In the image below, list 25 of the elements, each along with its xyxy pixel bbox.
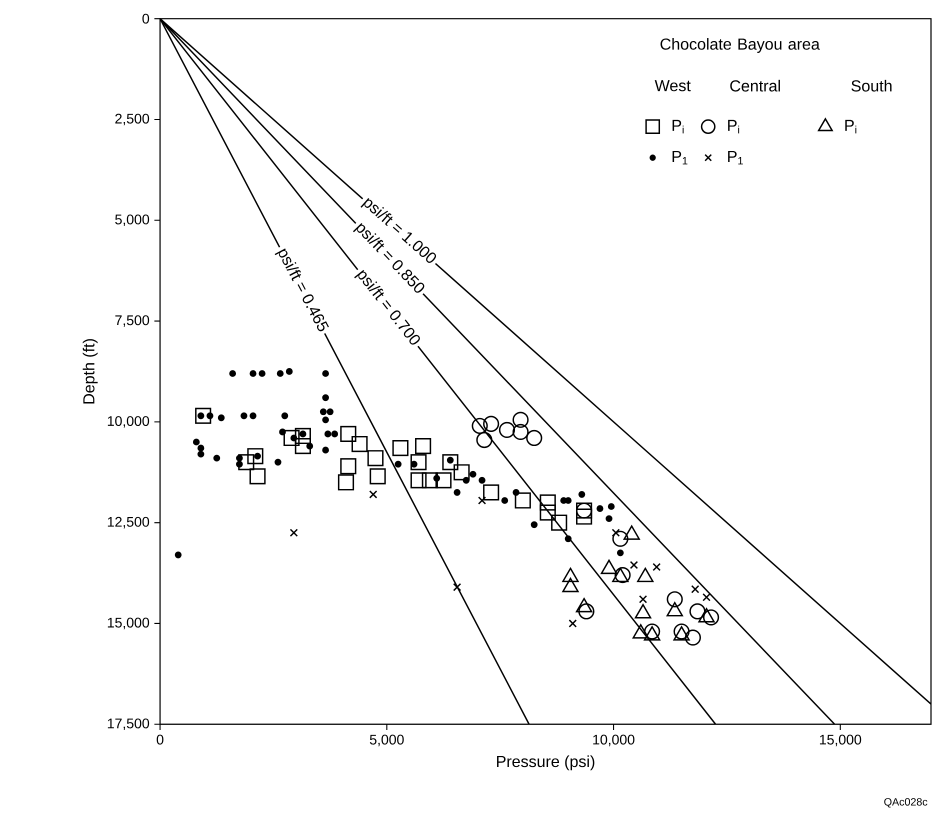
annotation: West: [654, 80, 691, 92]
x-axis-title: Pressure (psi): [497, 756, 594, 770]
y-tick-label: 10,000: [108, 416, 150, 428]
text: QAc028c: [884, 798, 928, 808]
annotation: Central: [730, 80, 780, 92]
x-tick-label: 15,000: [820, 734, 862, 746]
annotation: South: [851, 80, 892, 92]
y-tick-label: 7,500: [115, 315, 150, 328]
legend-label: P$_{1}$: [728, 151, 743, 165]
y-tick-label: 5,000: [115, 214, 150, 226]
y-tick-label: 17,500: [108, 718, 150, 730]
y-tick-label: 15,000: [108, 618, 150, 630]
legend-label: P$_{i}$: [728, 120, 740, 134]
x-tick-label: 5,000: [370, 734, 404, 746]
text: psi/ft = 0.465: [274, 248, 329, 332]
legend-label: P$_{1}$: [672, 151, 688, 165]
x-tick-label: 0: [156, 734, 164, 745]
legend-title: Chocolate Bayou area: [660, 38, 820, 54]
y-tick-label: 2,500: [115, 114, 150, 126]
y-tick-label: 0: [142, 14, 150, 24]
y-axis-title: Depth (ft): [82, 339, 98, 404]
y-tick-label: 12,500: [108, 517, 150, 529]
x-tick-label: 10,000: [593, 734, 634, 746]
legend-label: P$_{i}$: [672, 120, 684, 134]
legend-label: P$_{i}$: [845, 120, 856, 134]
